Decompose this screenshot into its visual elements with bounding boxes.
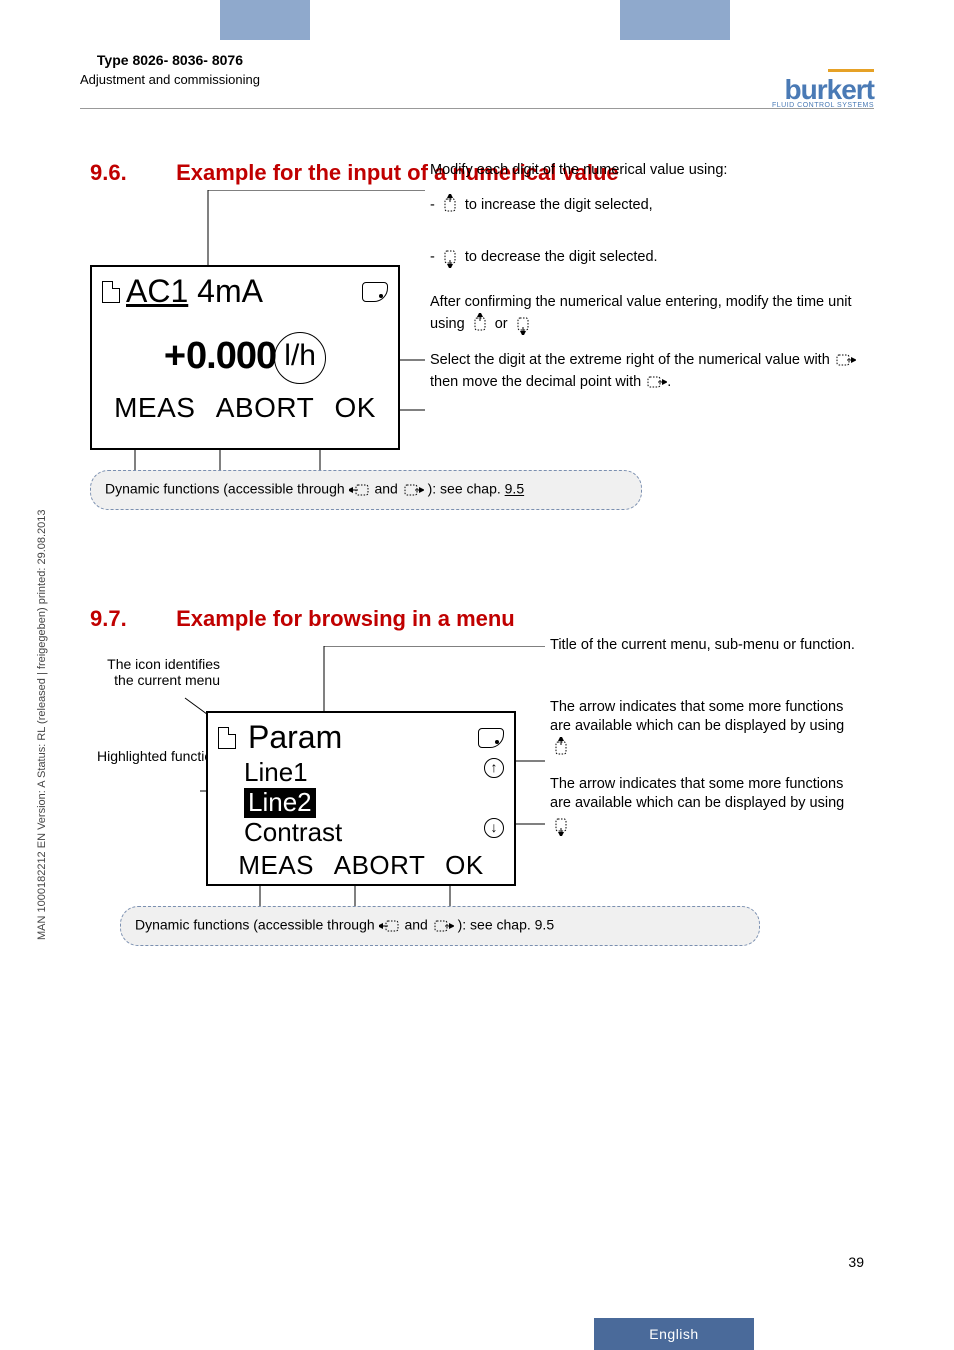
menu-lines: Line1 ↑ Line2 Contrast ↓ xyxy=(208,758,514,848)
content: 9.6. Example for the input of a numerica… xyxy=(90,160,864,650)
note-period: . xyxy=(667,373,671,389)
sidebar-text: MAN 1000182212 EN Version: A Status: RL … xyxy=(36,440,48,940)
right-labels-97: Title of the current menu, sub-menu or f… xyxy=(550,636,864,836)
nav-down-icon xyxy=(439,246,461,268)
up-note-text: The arrow indicates that some more funct… xyxy=(550,699,844,735)
arrow-down-icon: ↓ xyxy=(484,818,504,838)
note-decrease-text: to decrease the digit selected. xyxy=(465,249,658,265)
top-bar xyxy=(0,0,954,40)
btn-abort-2: ABORT xyxy=(334,850,426,880)
value-sign: + xyxy=(164,335,186,377)
section-96: 9.6. Example for the input of a numerica… xyxy=(90,160,864,186)
header-rule xyxy=(80,108,874,109)
display-97-title: Param xyxy=(248,719,342,756)
nav-right-icon xyxy=(834,349,856,371)
logo: burkert FLUID CONTROL SYSTEMS xyxy=(772,52,874,109)
line3-text: Contrast xyxy=(244,817,342,847)
line2-text: Line2 xyxy=(244,788,316,818)
dyn97-suffix: ): see chap. xyxy=(458,917,535,933)
display-97-top: Param xyxy=(208,713,514,756)
header: Type 8026- 8036- 8076 Adjustment and com… xyxy=(80,52,874,109)
display-96-title-ul: AC1 xyxy=(126,273,188,309)
nav-left-icon-2 xyxy=(379,915,401,937)
dyn96-link[interactable]: 9.5 xyxy=(505,481,524,497)
icon-label: The icon identifies the current menu xyxy=(90,656,220,688)
btn-ok-2: OK xyxy=(445,850,484,880)
up-note: The arrow indicates that some more funct… xyxy=(550,698,864,759)
section-97-heading: Example for browsing in a menu xyxy=(176,606,515,631)
display-96: AC1 4mA +0.000l/h MEAS ABORT OK xyxy=(90,265,400,450)
page-number: 39 xyxy=(848,1254,864,1270)
highlighted-label: Highlighted function xyxy=(90,748,220,764)
english-tab: English xyxy=(594,1318,754,1350)
btn-ok: OK xyxy=(334,392,375,423)
nav-up-icon-3 xyxy=(550,737,572,759)
nav-up-icon xyxy=(439,194,461,216)
note-increase-text: to increase the digit selected, xyxy=(465,197,653,213)
top-tab-left xyxy=(220,0,310,40)
down-note-text: The arrow indicates that some more funct… xyxy=(550,776,844,812)
dynamic-box-96: Dynamic functions (accessible through an… xyxy=(90,470,642,510)
arrow-up-icon: ↑ xyxy=(484,758,504,778)
dyn97-prefix: Dynamic functions (accessible through xyxy=(135,917,379,933)
dyn97-and: and xyxy=(404,917,431,933)
note-confirm-text: After confirming the numerical value ent… xyxy=(430,294,852,331)
dynamic-box-97: Dynamic functions (accessible through an… xyxy=(120,906,760,946)
display-97: Param Line1 ↑ Line2 Contrast ↓ MEAS ABORT … xyxy=(206,711,516,886)
dyn96-suffix: ): see chap. xyxy=(428,481,505,497)
doc-icon xyxy=(102,281,120,303)
note-after-confirm: After confirming the numerical value ent… xyxy=(430,292,864,334)
nav-down-icon-3 xyxy=(550,814,572,836)
dyn97-link[interactable]: 9.5 xyxy=(535,917,554,933)
nav-down-icon-2 xyxy=(512,313,534,335)
logo-mark: burkert xyxy=(772,52,874,102)
dyn96-and: and xyxy=(374,481,401,497)
value-unit: l/h xyxy=(274,332,326,384)
nav-right-icon-3 xyxy=(402,479,424,501)
title-note: Title of the current menu, sub-menu or f… xyxy=(550,636,864,656)
note-decrease: - to decrease the digit selected. xyxy=(430,246,864,268)
line1-text: Line1 xyxy=(244,757,308,787)
nav-right-icon-4 xyxy=(432,915,454,937)
display-97-bottom: MEAS ABORT OK xyxy=(208,850,514,881)
btn-abort: ABORT xyxy=(216,392,314,423)
note-increase: - to increase the digit selected, xyxy=(430,194,864,216)
type-line: Type 8026- 8036- 8076 xyxy=(80,52,260,68)
left-labels-97: The icon identifies the current menu Hig… xyxy=(90,656,220,764)
note-select-digit: Select the digit at the extreme right of… xyxy=(430,349,864,393)
doc-icon-2 xyxy=(218,727,236,749)
dyn96-prefix: Dynamic functions (accessible through xyxy=(105,481,349,497)
top-tab-right xyxy=(620,0,730,40)
sub-line: Adjustment and commissioning xyxy=(80,72,260,87)
nav-right-icon-2 xyxy=(645,371,667,393)
menu-line1: Line1 ↑ xyxy=(244,758,514,788)
nav-up-icon-2 xyxy=(469,313,491,335)
section-97-title: 9.7. Example for browsing in a menu xyxy=(90,606,864,632)
logo-text: burkert xyxy=(785,74,874,105)
down-note: The arrow indicates that some more funct… xyxy=(550,775,864,836)
signal-icon-2 xyxy=(478,728,504,748)
display-96-value: +0.000l/h xyxy=(92,332,398,384)
display-96-title: AC1 4mA xyxy=(126,273,263,310)
section-96-number: 9.6. xyxy=(90,160,170,186)
section-97-number: 9.7. xyxy=(90,606,170,632)
notes-96: Modify each digit of the numerical value… xyxy=(430,160,864,407)
header-left: Type 8026- 8036- 8076 Adjustment and com… xyxy=(80,52,260,87)
note-modify-intro: Modify each digit of the numerical value… xyxy=(430,160,864,180)
menu-line3: Contrast ↓ xyxy=(244,818,514,848)
btn-meas: MEAS xyxy=(114,392,195,423)
menu-line2: Line2 xyxy=(244,788,514,818)
signal-icon xyxy=(362,282,388,302)
note-select-text: Select the digit at the extreme right of… xyxy=(430,351,834,367)
btn-meas-2: MEAS xyxy=(238,850,314,880)
display-96-title-rest: 4mA xyxy=(188,273,263,309)
display-96-top: AC1 4mA xyxy=(92,267,398,310)
display-96-bottom: MEAS ABORT OK xyxy=(92,392,398,424)
nav-left-icon xyxy=(349,479,371,501)
note-or: or xyxy=(495,315,512,331)
note-then-move: then move the decimal point with xyxy=(430,373,645,389)
section-97: 9.7. Example for browsing in a menu The … xyxy=(90,606,864,632)
value-digits: 0.000 xyxy=(186,335,276,377)
